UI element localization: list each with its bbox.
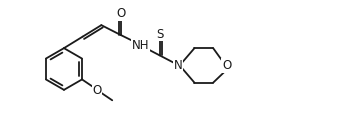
Text: S: S xyxy=(156,28,163,41)
Text: O: O xyxy=(92,84,102,97)
Text: O: O xyxy=(116,7,126,21)
Text: N: N xyxy=(174,59,183,72)
Text: NH: NH xyxy=(132,39,150,52)
Text: O: O xyxy=(222,59,231,72)
